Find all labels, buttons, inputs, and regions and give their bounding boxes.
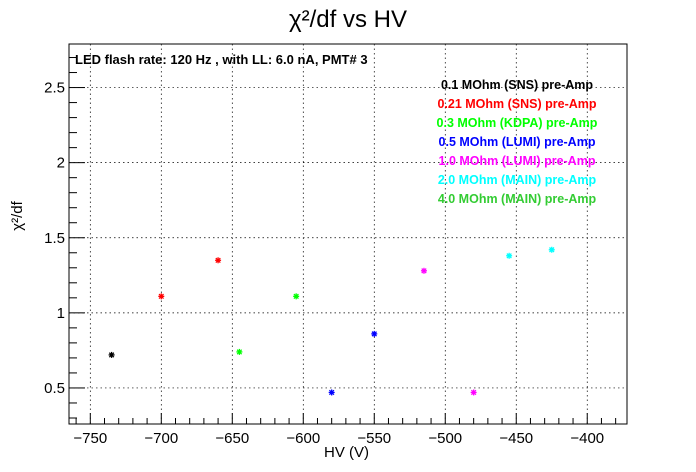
grid-lines xyxy=(69,44,627,424)
data-point xyxy=(548,246,555,253)
data-point xyxy=(328,389,335,396)
data-point xyxy=(215,257,222,264)
data-point xyxy=(470,389,477,396)
x-tick-label: −700 xyxy=(144,430,178,447)
x-axis-title: HV (V) xyxy=(324,444,369,461)
data-point-stroke xyxy=(506,253,512,259)
data-point-stroke xyxy=(158,293,164,300)
data-point-stroke xyxy=(215,257,221,263)
x-tick-label: −650 xyxy=(215,430,249,447)
x-tick-label: −600 xyxy=(286,430,320,447)
data-point xyxy=(420,267,427,274)
data-point-stroke xyxy=(470,389,477,396)
tick-labels: −750 −700 −650 −600 −550 −500 −450 −400 0.5 1 1.5 2… xyxy=(44,80,604,447)
minor-ticks xyxy=(69,57,617,424)
plot-frame xyxy=(68,43,628,425)
legend-entry: 4.0 MOhm (MAIN) pre-Amp xyxy=(438,192,597,206)
data-points xyxy=(108,246,555,396)
data-point-stroke xyxy=(371,331,377,337)
x-tick-label: −550 xyxy=(357,430,391,447)
legend-entry: 0.3 MOhm (KDPA) pre-Amp xyxy=(437,116,598,130)
x-tick-label: −500 xyxy=(428,430,462,447)
data-point xyxy=(158,293,165,300)
y-tick-label: 1.5 xyxy=(44,230,65,247)
data-point xyxy=(506,252,513,259)
x-tick-label: −750 xyxy=(73,430,107,447)
y-axis-title: χ²/df xyxy=(9,200,26,230)
data-point xyxy=(293,293,300,300)
data-point-stroke xyxy=(236,349,243,355)
y-tick-label: 1 xyxy=(57,305,65,322)
data-point-stroke xyxy=(549,247,555,253)
data-point-stroke xyxy=(293,293,299,300)
y-tick-label: 2 xyxy=(57,155,65,172)
data-point-stroke xyxy=(108,352,115,358)
y-tick-label: 2.5 xyxy=(44,80,65,97)
legend: 0.1 MOhm (SNS) pre-Amp 0.21 MOhm (SNS) pr… xyxy=(437,78,598,206)
legend-entry: 2.0 MOhm (MAIN) pre-Amp xyxy=(438,173,597,187)
chart-title: χ²/df vs HV xyxy=(289,6,407,33)
y-tick-label: 0.5 xyxy=(44,380,65,397)
x-tick-label: −450 xyxy=(499,430,533,447)
data-point xyxy=(371,330,378,337)
legend-entry: 0.1 MOhm (SNS) pre-Amp xyxy=(441,78,593,92)
annotation-text: LED flash rate: 120 Hz , with LL: 6.0 nA… xyxy=(75,52,368,67)
legend-entry: 1.0 MOhm (LUMI) pre-Amp xyxy=(439,154,596,168)
legend-entry: 0.21 MOhm (SNS) pre-Amp xyxy=(437,97,596,111)
data-point xyxy=(236,348,243,355)
data-point xyxy=(108,351,115,358)
axis-ticks xyxy=(69,87,588,424)
data-point-stroke xyxy=(328,389,335,396)
x-tick-label: −400 xyxy=(570,430,604,447)
data-point-stroke xyxy=(421,268,427,274)
legend-entry: 0.5 MOhm (LUMI) pre-Amp xyxy=(439,135,596,149)
